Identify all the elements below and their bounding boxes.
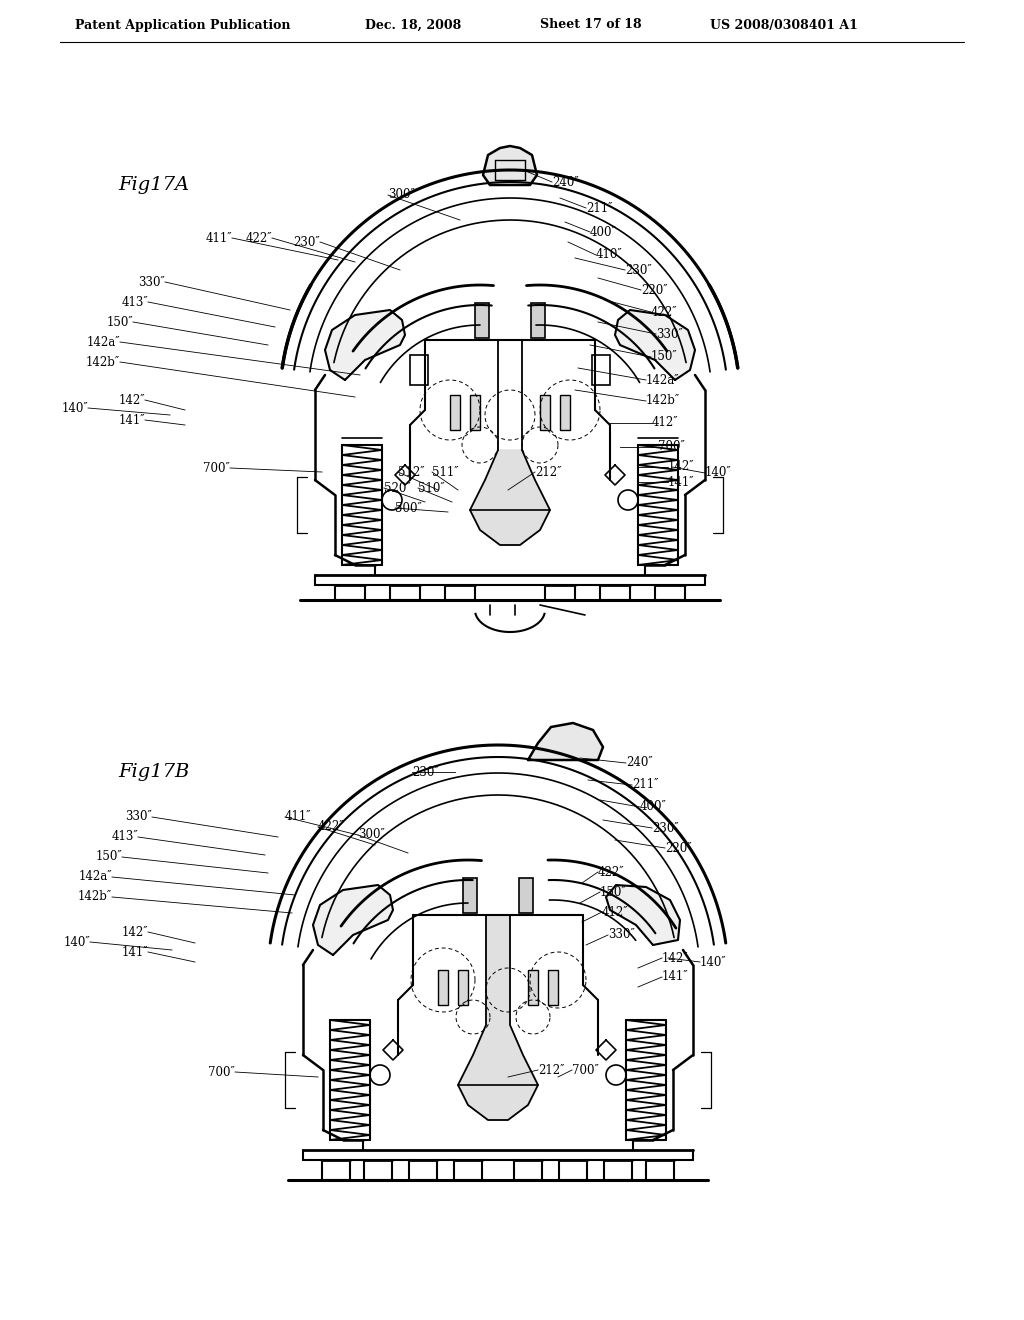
Text: 400″: 400″ (590, 226, 616, 239)
Text: 142″: 142″ (668, 461, 694, 474)
Text: 142b″: 142b″ (86, 355, 120, 368)
Bar (438, 970, 449, 1005)
Text: 700″: 700″ (203, 462, 230, 474)
Text: 413″: 413″ (121, 296, 148, 309)
Text: 330″: 330″ (138, 276, 165, 289)
Text: 412″: 412″ (602, 906, 629, 919)
Text: 142″: 142″ (119, 393, 145, 407)
Text: 211″: 211″ (632, 779, 658, 792)
Text: 142a″: 142a″ (86, 335, 120, 348)
Text: 700″: 700″ (208, 1065, 234, 1078)
Circle shape (606, 1065, 626, 1085)
Text: 142a″: 142a″ (79, 870, 112, 883)
Text: 300″: 300″ (358, 829, 385, 842)
Text: 520″: 520″ (384, 482, 411, 495)
Bar (458, 970, 468, 1005)
Text: 510″: 510″ (418, 482, 444, 495)
Text: 500″: 500″ (395, 502, 422, 515)
Text: 230″: 230″ (625, 264, 651, 276)
Bar (450, 395, 460, 430)
Bar (470, 395, 480, 430)
Circle shape (370, 1065, 390, 1085)
Bar (531, 304, 545, 338)
Polygon shape (395, 465, 415, 484)
Text: 140″: 140″ (63, 936, 90, 949)
Text: 140″: 140″ (705, 466, 732, 479)
Text: Sheet 17 of 18: Sheet 17 of 18 (540, 18, 642, 32)
Text: 330″: 330″ (125, 810, 152, 824)
Text: 512″: 512″ (398, 466, 425, 479)
Polygon shape (313, 884, 393, 954)
Polygon shape (325, 310, 406, 380)
Polygon shape (596, 1040, 616, 1060)
Text: 141″: 141″ (662, 970, 688, 983)
Text: 330″: 330″ (656, 327, 683, 341)
Circle shape (382, 490, 402, 510)
Bar (592, 355, 610, 385)
Text: 150″: 150″ (651, 351, 678, 363)
Polygon shape (483, 147, 537, 185)
Text: 230″: 230″ (652, 821, 679, 834)
Polygon shape (470, 450, 550, 545)
Text: 150″: 150″ (600, 886, 627, 899)
Polygon shape (458, 915, 538, 1119)
Text: 140″: 140″ (700, 956, 727, 969)
Bar (540, 395, 550, 430)
Bar (410, 355, 428, 385)
Text: 230″: 230″ (412, 766, 438, 779)
Polygon shape (605, 465, 625, 484)
Text: US 2008/0308401 A1: US 2008/0308401 A1 (710, 18, 858, 32)
Text: Fig17A: Fig17A (118, 176, 189, 194)
Text: 400″: 400″ (640, 800, 667, 813)
Text: 211″: 211″ (586, 202, 612, 214)
Bar (463, 878, 477, 913)
Text: 700″: 700″ (572, 1064, 599, 1077)
Text: 411″: 411″ (285, 810, 311, 824)
Text: 300″: 300″ (388, 189, 415, 202)
Text: 142a″: 142a″ (646, 374, 680, 387)
Bar (519, 878, 534, 913)
Text: 240″: 240″ (626, 756, 652, 770)
Polygon shape (528, 723, 603, 760)
Bar (528, 970, 538, 1005)
Text: 700″: 700″ (658, 441, 685, 454)
Text: 230″: 230″ (293, 235, 319, 248)
Text: 422″: 422″ (651, 305, 678, 318)
Text: 511″: 511″ (432, 466, 459, 479)
Text: 413″: 413″ (112, 830, 138, 843)
Text: 150″: 150″ (95, 850, 122, 863)
Text: 412″: 412″ (652, 417, 679, 429)
Text: 140″: 140″ (61, 401, 88, 414)
Text: 422″: 422″ (318, 821, 345, 833)
Text: Fig17B: Fig17B (118, 763, 189, 781)
Text: Patent Application Publication: Patent Application Publication (75, 18, 291, 32)
Text: 220″: 220″ (665, 842, 691, 854)
Text: 212″: 212″ (538, 1064, 564, 1077)
Text: Dec. 18, 2008: Dec. 18, 2008 (365, 18, 461, 32)
Text: 141″: 141″ (668, 475, 694, 488)
Text: 411″: 411″ (206, 231, 232, 244)
Text: 422″: 422″ (246, 231, 272, 244)
Text: 240″: 240″ (552, 176, 579, 189)
Text: 422″: 422″ (598, 866, 625, 879)
Text: 142b″: 142b″ (646, 395, 680, 408)
Circle shape (618, 490, 638, 510)
Text: 142″: 142″ (662, 952, 688, 965)
Polygon shape (606, 884, 680, 945)
Text: 141″: 141″ (122, 945, 148, 958)
Text: 141″: 141″ (119, 413, 145, 426)
Text: 330″: 330″ (608, 928, 635, 941)
Polygon shape (383, 1040, 403, 1060)
Text: 150″: 150″ (106, 315, 133, 329)
Text: 212″: 212″ (535, 466, 561, 479)
Text: 410″: 410″ (596, 248, 623, 261)
Polygon shape (615, 310, 695, 380)
Bar (548, 970, 558, 1005)
Text: 142″: 142″ (122, 925, 148, 939)
Text: 142b″: 142b″ (78, 891, 112, 903)
Bar (475, 304, 489, 338)
Text: 220″: 220″ (641, 284, 668, 297)
Bar (560, 395, 570, 430)
